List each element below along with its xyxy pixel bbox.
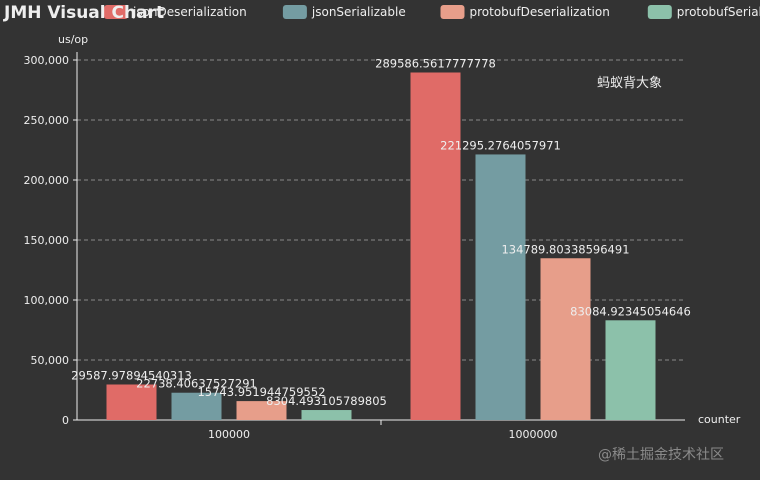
legend-item-protobufDeserialization[interactable]: protobufDeserialization xyxy=(440,5,610,19)
y-tick-label: 50,000 xyxy=(31,354,70,367)
y-tick-label: 200,000 xyxy=(24,174,70,187)
bar-jsonDeserialization-1000000[interactable] xyxy=(410,72,461,420)
chart-title: JMH Visual Chart xyxy=(3,3,164,23)
bar-jsonSerializable-1000000[interactable] xyxy=(475,154,526,420)
data-labels: 29587.9789454031322738.4063752729115743.… xyxy=(71,56,691,408)
legend-swatch xyxy=(104,5,128,19)
bar-protobufSerializable-1000000[interactable] xyxy=(605,320,656,420)
legend-label: jsonDeserialization xyxy=(132,5,247,19)
overlay-annotation: 蚂蚁背大象 xyxy=(597,76,662,91)
bar-value-label: 22738.40637527291 xyxy=(136,377,257,391)
legend-label: protobufDeserialization xyxy=(470,5,610,19)
y-tick-label: 300,000 xyxy=(24,54,70,67)
y-tick-label: 150,000 xyxy=(24,234,70,247)
bar-value-label: 289586.5617777778 xyxy=(375,56,496,70)
bar-jsonDeserialization-100000[interactable] xyxy=(106,384,157,420)
y-axis-name: us/op xyxy=(58,33,88,46)
bar-value-label: 8304.493105789805 xyxy=(266,394,387,408)
legend-swatch xyxy=(647,5,672,19)
y-tick-label: 100,000 xyxy=(24,294,70,307)
bar-protobufDeserialization-1000000[interactable] xyxy=(540,258,591,420)
x-tick-label: 100000 xyxy=(208,428,250,441)
legend-item-protobufSerializable[interactable]: protobufSerializable xyxy=(647,5,760,19)
legend-item-jsonDeserialization[interactable]: jsonDeserialization xyxy=(104,5,247,19)
y-tick-label: 0 xyxy=(62,414,69,427)
x-tick-label: 1000000 xyxy=(509,428,558,441)
watermark: @稀土掘金技术社区 xyxy=(598,447,724,463)
bar-value-label: 134789.80338596491 xyxy=(501,242,629,256)
bar-jsonSerializable-100000[interactable] xyxy=(171,392,222,420)
bar-protobufSerializable-100000[interactable] xyxy=(301,410,352,420)
legend-swatch xyxy=(440,5,465,19)
legend[interactable]: jsonDeserialization jsonSerializable proto… xyxy=(104,5,760,19)
bar-value-label: 29587.97894540313 xyxy=(71,368,192,382)
legend-swatch xyxy=(282,5,307,19)
legend-label: protobufSerializable xyxy=(677,5,760,19)
legend-label: jsonSerializable xyxy=(311,5,406,19)
bars xyxy=(106,72,656,420)
bar-value-label: 83084.92345054646 xyxy=(570,304,691,318)
y-tick-label: 250,000 xyxy=(24,114,70,127)
bar-value-label: 15743.951944759552 xyxy=(197,385,325,399)
x-axis-name: counter xyxy=(698,413,741,426)
bar-value-label: 221295.2764057971 xyxy=(440,138,561,152)
bar-protobufDeserialization-100000[interactable] xyxy=(236,401,287,420)
legend-item-jsonSerializable[interactable]: jsonSerializable xyxy=(282,5,406,19)
